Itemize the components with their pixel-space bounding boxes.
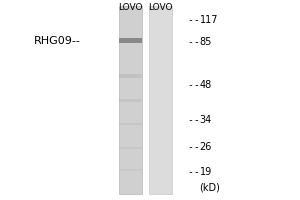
- Bar: [119, 6, 142, 194]
- Text: 48: 48: [200, 80, 212, 90]
- Text: 34: 34: [200, 115, 212, 125]
- Text: --: --: [188, 80, 205, 90]
- Text: 85: 85: [200, 37, 212, 47]
- Bar: [119, 99, 142, 102]
- Bar: [119, 123, 142, 125]
- Bar: [119, 38, 142, 43]
- Text: --: --: [188, 15, 205, 25]
- Bar: [119, 147, 142, 149]
- Bar: [119, 169, 142, 171]
- Bar: [119, 74, 142, 78]
- Text: 26: 26: [200, 142, 212, 152]
- Text: 117: 117: [200, 15, 218, 25]
- Text: LOVO: LOVO: [148, 3, 173, 12]
- Text: --: --: [188, 142, 205, 152]
- Text: --: --: [188, 37, 205, 47]
- Text: LOVO: LOVO: [118, 3, 143, 12]
- Bar: [149, 6, 172, 194]
- Text: (kD): (kD): [200, 183, 220, 193]
- Text: --: --: [188, 167, 205, 177]
- Text: 19: 19: [200, 167, 212, 177]
- Text: RHG09--: RHG09--: [34, 36, 81, 46]
- Text: --: --: [188, 115, 205, 125]
